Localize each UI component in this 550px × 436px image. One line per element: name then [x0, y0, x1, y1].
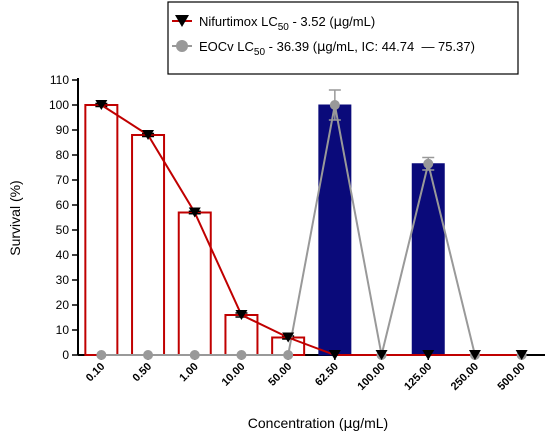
x-tick-label: 125.00: [402, 361, 434, 393]
y-tick-label: 80: [56, 148, 70, 162]
x-tick-label: 62.50: [313, 361, 341, 389]
point-eocv: [189, 350, 200, 360]
y-tick-label: 40: [56, 248, 70, 262]
point-nifurtimox: [95, 100, 108, 110]
x-tick-label: 1.00: [177, 361, 201, 385]
y-tick-label: 50: [56, 223, 70, 237]
y-tick-label: 70: [56, 173, 70, 187]
point-eocv: [283, 350, 294, 360]
point-nifurtimox: [468, 350, 481, 360]
point-eocv: [423, 158, 434, 169]
point-nifurtimox: [188, 207, 201, 218]
bar-eocv: [411, 163, 445, 356]
legend: Nifurtimox LC50 - 3.52 (μg/mL) EOCv LC50…: [167, 1, 519, 75]
legend-marker-circle-icon: [176, 40, 188, 52]
legend-marker-triangle-icon: [175, 15, 189, 27]
point-nifurtimox: [235, 310, 248, 320]
y-tick-label: 100: [49, 98, 69, 112]
point-eocv: [236, 350, 247, 360]
point-nifurtimox: [375, 350, 388, 360]
y-tick-label: 110: [50, 73, 69, 87]
point-eocv: [96, 350, 107, 360]
point-nifurtimox: [282, 332, 295, 343]
y-tick-label: 30: [56, 273, 70, 287]
y-tick-label: 20: [56, 298, 70, 312]
legend-label-eocv: EOCv LC50 - 36.39 (μg/mL, IC: 44.74 — 75…: [199, 39, 475, 58]
y-tick-label: 60: [56, 198, 70, 212]
point-eocv: [143, 350, 154, 360]
y-tick-label: 90: [56, 123, 70, 137]
point-nifurtimox: [142, 130, 155, 140]
point-nifurtimox: [328, 350, 341, 360]
legend-box: [167, 1, 519, 75]
bar-nifurtimox: [131, 134, 166, 356]
bar-nifurtimox: [224, 314, 259, 356]
y-tick-label: 10: [56, 323, 70, 337]
point-nifurtimox: [515, 350, 528, 360]
y-tick-label: 0: [62, 348, 69, 362]
y-axis-title: Survival (%): [7, 180, 23, 255]
x-tick-label: 50.00: [266, 361, 294, 389]
x-tick-label: 250.00: [449, 361, 481, 393]
point-eocv: [329, 100, 340, 110]
point-nifurtimox: [422, 350, 435, 360]
x-tick-label: 100.00: [355, 361, 387, 393]
line-eocv: [101, 104, 522, 356]
x-tick-label: 500.00: [495, 361, 527, 393]
line-nifurtimox: [100, 104, 522, 356]
x-tick-label: 0.50: [131, 361, 155, 385]
x-tick-label: 0.10: [84, 361, 108, 385]
plot-area: 0 10 20 30 40 50 60 70 80 90 100 110 0.10 0.50 1.00 10.…: [49, 73, 545, 393]
x-tick-label: 10.00: [220, 361, 248, 389]
x-axis-title: Concentration (μg/mL): [248, 415, 388, 432]
bar-eocv: [318, 104, 352, 356]
bar-nifurtimox: [84, 104, 119, 356]
bar-nifurtimox: [177, 211, 212, 356]
legend-label-nifurtimox: Nifurtimox LC50 - 3.52 (μg/mL): [199, 14, 375, 33]
